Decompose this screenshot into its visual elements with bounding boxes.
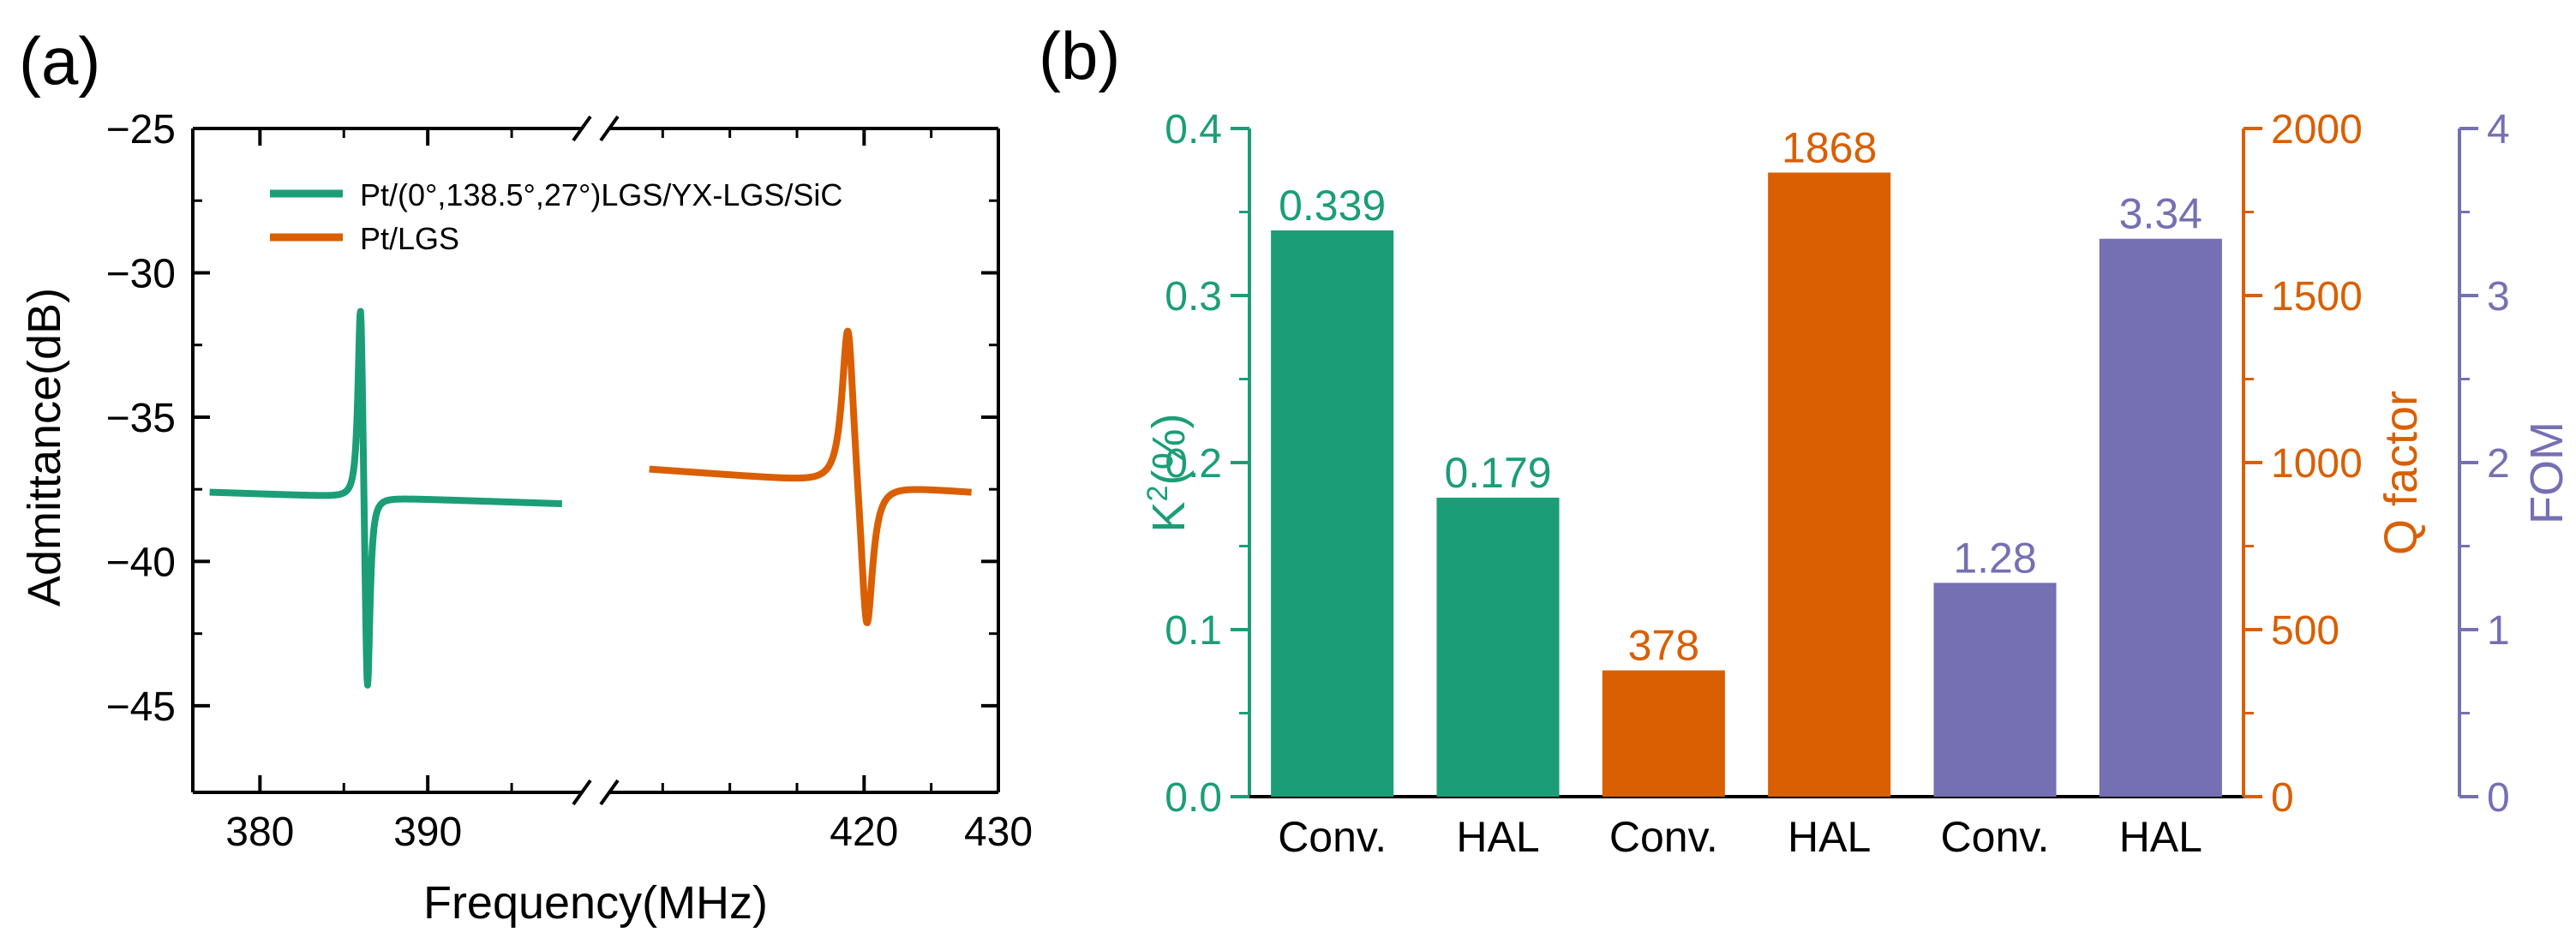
series-line-1	[207, 308, 566, 689]
bar-value-label: 0.179	[1444, 449, 1551, 497]
panel-a-y-axis-label: Admittance(dB)	[19, 288, 70, 606]
bar-k2-2	[1436, 497, 1560, 797]
legend-label-series-2: Pt/LGS	[360, 221, 459, 256]
y-tick-label: −35	[106, 396, 176, 441]
k2-label-rest: (%)	[1143, 414, 1195, 486]
category-label: HAL	[2119, 813, 2202, 861]
fom-tick-label: 1	[2487, 608, 2510, 654]
category-label: Conv.	[1609, 813, 1718, 861]
category-label: HAL	[1788, 813, 1871, 861]
panel-b-left-axis-label: K2(%)	[1141, 414, 1195, 533]
panel-b: (b) 0.0 0.1 0.2 0.3 0.4 0 500 1000 1500 2000 0 1 2 3 4…	[1039, 18, 2573, 861]
q-tick-label: 500	[2271, 608, 2339, 654]
k2-tick-label: 0.0	[1165, 775, 1222, 821]
axis-break-mark	[599, 779, 620, 806]
panel-b-label: (b)	[1039, 18, 1120, 93]
panel-a-frame	[191, 115, 1000, 806]
k2-tick-label: 0.4	[1165, 107, 1222, 152]
bar-fom-1	[1933, 583, 2057, 797]
bar-value-label: 3.34	[2119, 190, 2202, 238]
panel-b-q-axis-label: Q factor	[2375, 391, 2427, 555]
axis-break-mark	[572, 779, 592, 806]
k2-tick-label: 0.2	[1165, 441, 1222, 487]
panel-a: (a) −25 −30 −35 −40 −45 380 390 420 430 Pt/(0°,…	[19, 23, 1033, 929]
x-tick-label: 390	[393, 810, 462, 855]
panel-a-label: (a)	[19, 23, 100, 99]
y-tick-label: −25	[106, 107, 176, 152]
x-tick-label: 420	[830, 810, 898, 855]
bar-k2-1	[1271, 230, 1394, 797]
bar-value-label: 1868	[1782, 123, 1877, 171]
panel-a-y-ticks: −25 −30 −35 −40 −45	[106, 107, 998, 730]
bar-value-label: 378	[1628, 622, 1699, 670]
y-tick-label: −45	[106, 684, 176, 730]
y-tick-label: −40	[106, 540, 176, 585]
x-tick-label: 430	[964, 810, 1033, 855]
category-label: HAL	[1456, 813, 1539, 861]
legend-label-series-1: Pt/(0°,138.5°,27°)LGS/YX-LGS/SiC	[360, 177, 842, 212]
category-label: Conv.	[1941, 813, 2050, 861]
panel-b-category-labels: Conv. HAL Conv. HAL Conv. HAL	[1278, 813, 2202, 861]
panel-a-x-axis-label: Frequency(MHz)	[423, 877, 768, 929]
series-line-2	[646, 327, 975, 627]
q-tick-label: 1500	[2271, 274, 2363, 320]
bar-value-label: 0.339	[1279, 182, 1386, 230]
bar-fom-2	[2099, 238, 2222, 797]
fom-tick-label: 3	[2487, 274, 2510, 320]
panel-b-bars: 0.339 0.179 378 1868 1.28 3.34	[1271, 123, 2222, 798]
panel-a-x-ticks: 380 390 420 430	[225, 128, 1033, 855]
y-tick-label: −30	[106, 251, 176, 296]
panel-b-fom-axis-label: FOM	[2521, 421, 2573, 524]
bar-q-2	[1768, 172, 1891, 798]
q-tick-label: 1000	[2271, 441, 2363, 487]
axis-break-mark	[572, 115, 592, 142]
category-label: Conv.	[1278, 813, 1387, 861]
axis-break-mark	[599, 115, 620, 142]
k2-tick-label: 0.1	[1165, 608, 1222, 654]
k2-tick-label: 0.3	[1165, 274, 1222, 320]
k2-label-base: K	[1143, 501, 1195, 532]
k2-label-superscript: 2	[1141, 486, 1174, 502]
fom-tick-label: 4	[2487, 107, 2510, 152]
panel-b-axes: 0.0 0.1 0.2 0.3 0.4 0 500 1000 1500 2000 0 1 2 3 4	[1165, 107, 2509, 821]
x-tick-label: 380	[225, 810, 294, 855]
fom-tick-label: 2	[2487, 441, 2510, 487]
bar-q-1	[1602, 670, 1725, 797]
panel-a-legend: Pt/(0°,138.5°,27°)LGS/YX-LGS/SiC Pt/LGS	[270, 177, 842, 256]
fom-tick-label: 0	[2487, 775, 2510, 821]
panel-a-series	[207, 308, 975, 689]
q-tick-label: 2000	[2271, 107, 2363, 152]
q-tick-label: 0	[2271, 775, 2294, 821]
bar-value-label: 1.28	[1953, 534, 2036, 582]
